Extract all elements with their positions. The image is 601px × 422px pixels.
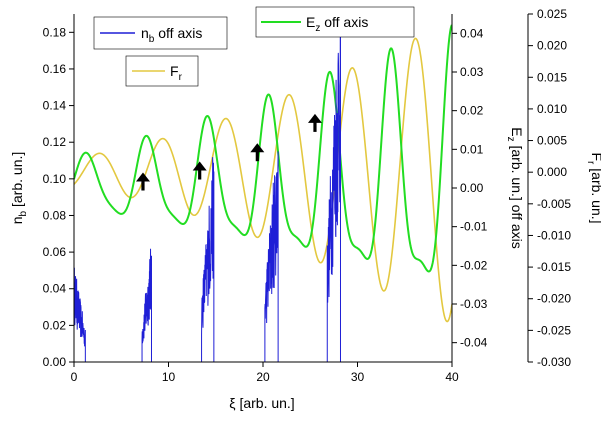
- right2-tick-label: -0.030: [537, 355, 571, 369]
- left-tick-label: 0.14: [43, 99, 67, 113]
- x-tick-label: 40: [445, 370, 459, 384]
- arrow-head: [192, 161, 207, 171]
- left-axis-label: nb [arb. un.]: [9, 152, 29, 225]
- right2-tick-label: 0.015: [537, 70, 567, 84]
- marker-arrows: [135, 113, 322, 191]
- arrow-shaft: [313, 121, 317, 132]
- right1-axis-label: Ez [arb. un.] off axis: [505, 127, 525, 248]
- right1-tick-label: -0.04: [460, 336, 488, 350]
- svg-text:nb off axis: nb off axis: [141, 25, 202, 45]
- right2-tick-label: -0.010: [537, 228, 571, 242]
- left-tick-label: 0.08: [43, 208, 67, 222]
- right2-tick-label: 0.010: [537, 102, 567, 116]
- series-fr-line: [74, 37, 452, 323]
- right2-axis-label: Fr [arb. un.]: [585, 152, 601, 223]
- arrow-head: [135, 172, 150, 182]
- left-tick-label: 0.18: [43, 25, 67, 39]
- x-tick-label: 20: [256, 370, 270, 384]
- right1-tick-label: 0.01: [460, 142, 484, 156]
- right2-tick-label: -0.020: [537, 292, 571, 306]
- right1-tick-label: 0.00: [460, 181, 484, 195]
- right2-axis-ticks: 0.025 0.020 0.015 0.010 0.005 0.000 -0.005 -0.0…: [528, 7, 571, 369]
- right1-tick-label: -0.01: [460, 220, 488, 234]
- arrow-shaft: [141, 180, 145, 191]
- right2-tick-label: -0.015: [537, 260, 571, 274]
- arrow-marker: [135, 172, 150, 191]
- x-tick-label: 0: [71, 370, 78, 384]
- left-tick-label: 0.04: [43, 282, 67, 296]
- svg-text:Fr: Fr: [170, 63, 183, 83]
- left-tick-label: 0.00: [43, 355, 67, 369]
- arrow-marker: [307, 113, 322, 132]
- right2-tick-label: 0.005: [537, 134, 567, 148]
- x-axis-ticks: 0 10 20 30 40: [71, 362, 459, 384]
- x-tick-label: 30: [351, 370, 365, 384]
- right2-tick-label: 0.020: [537, 39, 567, 53]
- arrow-head: [307, 113, 322, 123]
- right2-tick-label: 0.000: [537, 165, 567, 179]
- right2-tick-label: 0.025: [537, 7, 567, 21]
- right1-tick-label: -0.02: [460, 258, 488, 272]
- series-ez-line: [74, 24, 452, 273]
- right1-axis-ticks: 0.04 0.03 0.02 0.01 0.00 -0.01 -0.02 -0.03 -0.04: [452, 26, 488, 350]
- arrow-shaft: [255, 151, 259, 162]
- left-tick-label: 0.02: [43, 318, 67, 332]
- x-axis-label: ξ [arb. un.]: [229, 395, 294, 411]
- legend-nb: nb off axis: [93, 16, 228, 50]
- right1-tick-label: 0.02: [460, 104, 484, 118]
- right1-tick-label: -0.03: [460, 297, 488, 311]
- right2-tick-label: -0.005: [537, 197, 571, 211]
- right1-tick-label: 0.03: [460, 65, 484, 79]
- left-axis-ticks: 0.00 0.02 0.04 0.06 0.08 0.10 0.12 0.14 0.16 0.18: [43, 25, 74, 369]
- right1-tick-label: 0.04: [460, 26, 484, 40]
- series-nb-line: [74, 14, 452, 362]
- legend-fr: Fr: [125, 55, 199, 87]
- arrow-marker: [250, 143, 265, 162]
- right2-tick-label: -0.025: [537, 323, 571, 337]
- left-tick-label: 0.06: [43, 245, 67, 259]
- arrow-shaft: [198, 169, 202, 180]
- legend-ez: Ez off axis: [255, 6, 415, 38]
- left-tick-label: 0.12: [43, 135, 67, 149]
- arrow-head: [250, 143, 265, 153]
- svg-text:Ez off axis: Ez off axis: [306, 14, 368, 34]
- left-tick-label: 0.16: [43, 62, 67, 76]
- x-tick-label: 10: [162, 370, 176, 384]
- arrow-marker: [192, 161, 207, 180]
- left-tick-label: 0.10: [43, 172, 67, 186]
